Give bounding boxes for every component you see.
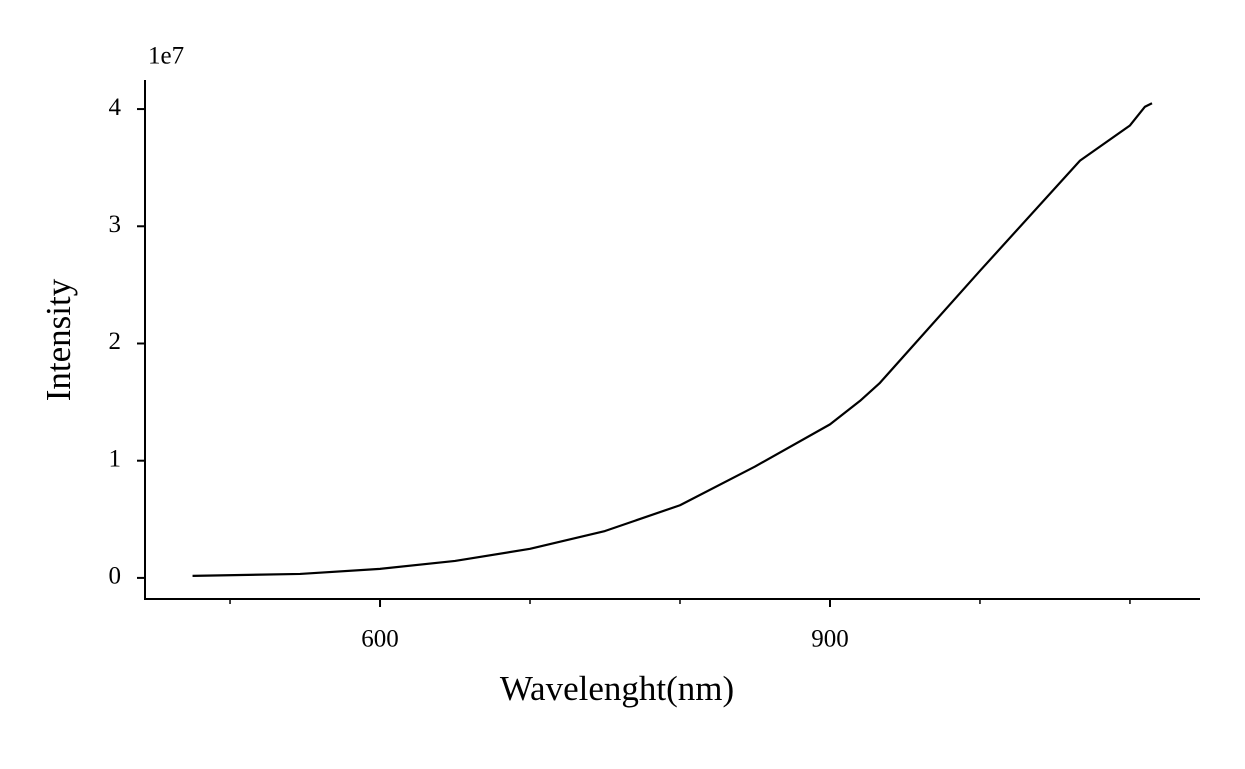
y-axis-label: Intensity	[39, 278, 78, 401]
x-axis-label: Wavelenght(nm)	[500, 669, 734, 708]
data-line	[192, 102, 1153, 578]
y-offset-label: 1e7	[148, 43, 184, 70]
y-tick-label: 1	[109, 445, 122, 472]
x-tick-label: 600	[361, 626, 399, 653]
x-tick-label: 900	[811, 626, 849, 653]
y-tick-label: 4	[109, 94, 122, 121]
y-tick-label: 3	[109, 211, 122, 238]
y-tick-label: 0	[109, 563, 122, 590]
y-tick-label: 2	[109, 328, 122, 355]
